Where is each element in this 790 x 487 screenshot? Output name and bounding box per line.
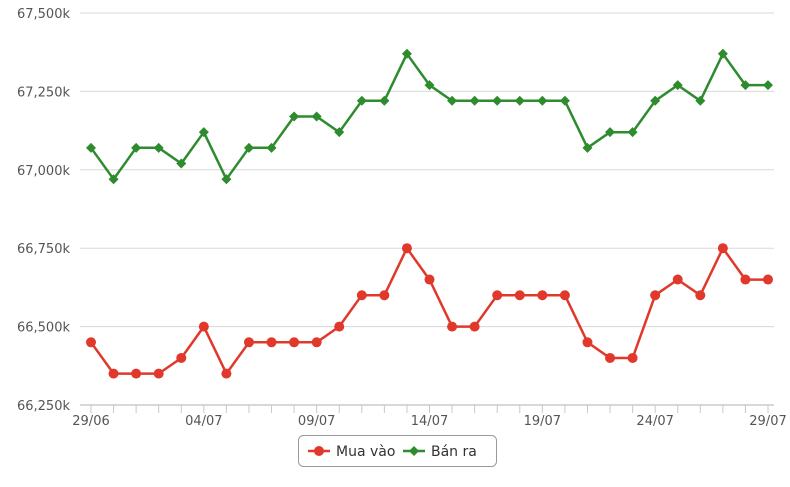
legend-marker (314, 446, 324, 456)
data-point (356, 290, 367, 301)
data-point (469, 321, 480, 332)
data-point (176, 158, 187, 169)
data-point (153, 142, 164, 153)
data-point (582, 142, 593, 153)
data-point (627, 127, 638, 138)
data-point (131, 368, 142, 379)
data-point (492, 290, 503, 301)
data-point (717, 243, 728, 254)
data-point (176, 352, 187, 363)
y-tick-label: 67,000k (17, 164, 70, 179)
x-tick-label: 04/07 (185, 414, 222, 429)
data-point (86, 142, 96, 153)
data-point (198, 321, 209, 332)
data-point (695, 290, 706, 301)
legend-item-label[interactable]: Bán ra (431, 444, 477, 460)
legend[interactable]: Mua vào Bán ra (298, 435, 497, 467)
data-point (356, 95, 367, 106)
data-point (650, 95, 661, 106)
y-tick-label: 66,750k (17, 242, 70, 257)
series-group (86, 48, 773, 379)
data-point (221, 174, 232, 185)
data-point (424, 274, 435, 285)
data-point (717, 48, 728, 59)
data-point (334, 321, 345, 332)
y-axis: 66,250k 66,500k 66,750k 67,000k 67,250k 67,50… (17, 7, 70, 414)
data-point (424, 80, 435, 91)
data-point (469, 95, 480, 106)
y-tick-label: 67,250k (17, 85, 70, 100)
legend-item-label[interactable]: Mua vào (336, 444, 395, 460)
data-point (695, 95, 706, 106)
x-tick-label: 29/07 (749, 414, 786, 429)
data-point (672, 274, 683, 285)
data-point (289, 111, 300, 122)
y-tick-label: 67,500k (17, 7, 70, 22)
data-point (514, 95, 525, 106)
data-point (559, 290, 570, 301)
data-point (108, 174, 119, 185)
data-point (650, 290, 661, 301)
data-point (401, 243, 412, 254)
x-tick-label: 09/07 (298, 414, 335, 429)
series-line-2 (89, 52, 768, 181)
data-point (447, 321, 458, 332)
data-point (582, 337, 593, 348)
data-point (605, 352, 616, 363)
legend-marker (409, 446, 419, 456)
data-point (401, 48, 412, 59)
data-point (266, 142, 277, 153)
y-tick-label: 66,500k (17, 321, 70, 336)
data-point (221, 368, 232, 379)
data-point (537, 95, 548, 106)
x-tick-label: 29/06 (72, 414, 109, 429)
data-point (763, 80, 773, 91)
data-point (492, 95, 503, 106)
data-point (379, 290, 390, 301)
data-point (108, 368, 119, 379)
data-point (311, 337, 322, 348)
data-point (379, 95, 390, 106)
data-point (289, 337, 300, 348)
data-point (243, 142, 254, 153)
data-point (86, 337, 96, 348)
data-point (266, 337, 277, 348)
data-point (740, 274, 751, 285)
data-point (153, 368, 164, 379)
x-tick-label: 19/07 (524, 414, 561, 429)
data-point (311, 111, 322, 122)
x-axis: 29/06 04/07 09/07 14/07 19/07 24/07 29/07 (72, 404, 787, 429)
legend-box (298, 435, 497, 467)
grid-lines (80, 12, 774, 406)
data-point (559, 95, 570, 106)
data-point (605, 127, 616, 138)
data-point (447, 95, 458, 106)
data-point (243, 337, 254, 348)
data-point (740, 80, 751, 91)
data-point (672, 80, 683, 91)
data-point (537, 290, 548, 301)
data-point (334, 127, 345, 138)
x-tick-label: 14/07 (411, 414, 448, 429)
data-point (131, 142, 142, 153)
data-point (514, 290, 525, 301)
series-line-1 (89, 246, 768, 375)
data-point (198, 127, 209, 138)
x-tick-label: 24/07 (636, 414, 673, 429)
y-tick-label: 66,250k (17, 399, 70, 414)
data-point (763, 274, 773, 285)
data-point (627, 352, 638, 363)
